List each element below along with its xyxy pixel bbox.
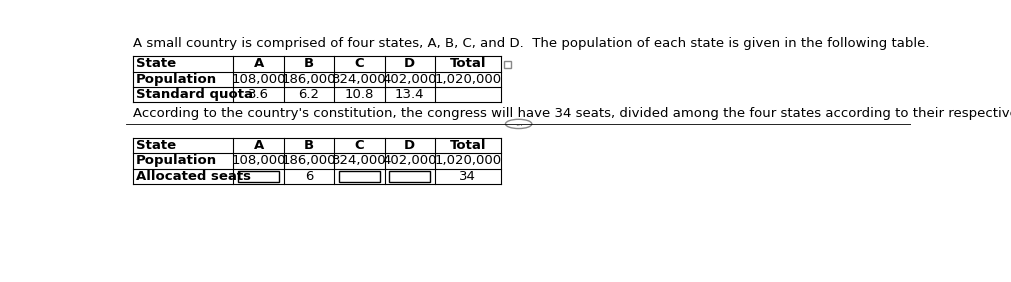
- Text: Total: Total: [449, 139, 485, 152]
- Text: A small country is comprised of four states, A, B, C, and D.  The population of : A small country is comprised of four sta…: [132, 37, 928, 50]
- Text: A: A: [254, 139, 264, 152]
- Bar: [238, 171, 279, 182]
- Text: 6.2: 6.2: [298, 88, 319, 101]
- Bar: [503, 61, 511, 68]
- Text: State: State: [135, 57, 176, 70]
- Text: 10.8: 10.8: [345, 88, 374, 101]
- Text: 186,000: 186,000: [281, 73, 336, 86]
- Text: 108,000: 108,000: [232, 154, 285, 168]
- Text: 1,020,000: 1,020,000: [434, 73, 501, 86]
- Text: 402,000: 402,000: [382, 154, 437, 168]
- Text: 6: 6: [304, 170, 312, 183]
- Text: B: B: [303, 57, 313, 70]
- Text: According to the country's constitution, the congress will have 34 seats, divide: According to the country's constitution,…: [132, 107, 1011, 120]
- Text: ...: ...: [515, 120, 522, 128]
- Text: 13.4: 13.4: [394, 88, 424, 101]
- Text: D: D: [403, 139, 415, 152]
- Text: C: C: [354, 139, 364, 152]
- Text: State: State: [135, 139, 176, 152]
- Ellipse shape: [504, 119, 532, 129]
- Bar: [389, 171, 430, 182]
- Bar: [339, 171, 379, 182]
- Text: B: B: [303, 139, 313, 152]
- Text: 402,000: 402,000: [382, 73, 437, 86]
- Text: Allocated seats: Allocated seats: [135, 170, 251, 183]
- Text: 1,020,000: 1,020,000: [434, 154, 501, 168]
- Text: 3.6: 3.6: [248, 88, 269, 101]
- Text: Population: Population: [135, 154, 216, 168]
- Text: 108,000: 108,000: [232, 73, 285, 86]
- Text: 186,000: 186,000: [281, 154, 336, 168]
- Text: A: A: [254, 57, 264, 70]
- Text: D: D: [403, 57, 415, 70]
- Text: Population: Population: [135, 73, 216, 86]
- Text: 324,000: 324,000: [332, 73, 386, 86]
- Text: Total: Total: [449, 57, 485, 70]
- Text: Standard quota: Standard quota: [135, 88, 253, 101]
- Text: C: C: [354, 57, 364, 70]
- Text: 324,000: 324,000: [332, 154, 386, 168]
- Text: 34: 34: [459, 170, 476, 183]
